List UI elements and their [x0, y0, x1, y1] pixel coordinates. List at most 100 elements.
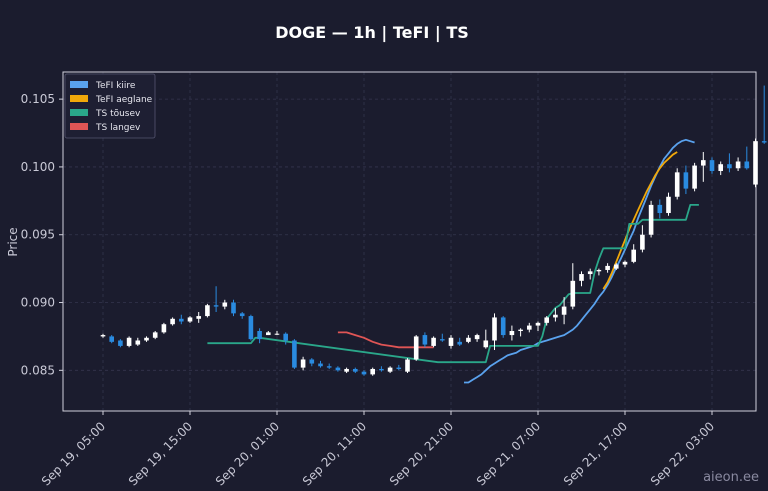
candle: [118, 339, 123, 348]
candle: [448, 335, 454, 349]
candle: [500, 316, 506, 338]
candle: [483, 329, 489, 349]
legend: TeFI kiire TeFI aeglane TS tõusev TS langev: [64, 73, 156, 139]
candle-body: [318, 363, 323, 367]
candle-body: [544, 317, 549, 323]
candle-body: [692, 165, 697, 189]
candle-body: [231, 302, 236, 314]
y-tick-label: 0.100: [21, 160, 55, 174]
candle-body: [466, 337, 471, 342]
candle: [248, 314, 254, 341]
candle-body: [100, 335, 106, 337]
candle: [683, 165, 689, 195]
candle-body: [396, 367, 402, 369]
candle-body: [335, 367, 341, 371]
candle-body: [170, 318, 175, 325]
candle: [161, 322, 167, 334]
candle-body: [118, 340, 123, 346]
candle: [440, 333, 445, 342]
candle: [239, 312, 245, 319]
candle-body: [683, 172, 689, 189]
candle: [527, 322, 532, 333]
y-axis: 0.085 0.090 0.095 0.100 0.105: [21, 92, 63, 377]
candle-body: [161, 324, 167, 333]
legend-swatch: [70, 123, 88, 130]
candle-body: [326, 366, 332, 368]
candle: [727, 153, 732, 173]
plot-frame: [62, 71, 757, 412]
candle: [109, 335, 114, 344]
legend-label: TS langev: [95, 123, 141, 133]
candle: [396, 364, 402, 371]
candle-body: [657, 204, 663, 214]
candle-body: [579, 274, 584, 281]
candle-body: [379, 368, 384, 371]
candle: [761, 85, 767, 144]
candle-body: [239, 313, 245, 317]
candle: [422, 332, 428, 348]
candle-body: [448, 337, 454, 346]
candle-body: [422, 335, 428, 345]
candle: [257, 328, 262, 344]
y-axis-label: Price: [6, 227, 20, 256]
candle: [640, 225, 645, 253]
candle: [405, 358, 410, 374]
candle: [657, 199, 663, 219]
candle-body: [727, 164, 732, 169]
candle-body: [213, 305, 219, 307]
candle-body: [648, 204, 654, 235]
candle: [709, 157, 715, 174]
legend-box: [64, 73, 156, 139]
candle-body: [248, 316, 254, 340]
candle: [135, 337, 141, 346]
candle-body: [631, 249, 636, 262]
candle: [579, 271, 584, 287]
candle-body: [152, 332, 158, 338]
candle: [605, 263, 610, 273]
candle: [518, 328, 523, 337]
candle-body: [413, 336, 419, 360]
legend-label: TeFI kiire: [95, 81, 136, 91]
candle-body: [283, 333, 288, 341]
candle: [509, 325, 515, 341]
candle: [544, 316, 549, 326]
candle-body: [553, 314, 558, 318]
candle: [631, 244, 636, 264]
candle: [553, 307, 558, 322]
candle: [344, 367, 349, 374]
candle: [309, 358, 315, 367]
candle: [179, 314, 184, 325]
candle-body: [561, 306, 567, 315]
series-line: [602, 151, 678, 290]
candle: [596, 268, 602, 276]
candle: [292, 339, 297, 369]
candle-body: [587, 271, 593, 275]
candles: [100, 85, 767, 376]
candle-body: [605, 265, 610, 270]
candle: [744, 146, 750, 170]
legend-label: TeFI aeglane: [95, 95, 153, 105]
candle: [370, 367, 375, 376]
candle-body: [761, 141, 767, 143]
candle-body: [344, 368, 349, 372]
candle: [457, 337, 462, 346]
y-tick-label: 0.095: [21, 228, 55, 242]
candle-body: [570, 280, 576, 307]
candle-body: [144, 337, 149, 341]
candle-body: [440, 339, 445, 341]
candle: [213, 286, 219, 313]
candle-body: [292, 340, 297, 368]
candle: [674, 168, 680, 200]
candle-body: [222, 302, 228, 307]
candle: [144, 336, 149, 342]
candle-body: [709, 160, 715, 171]
candle: [100, 333, 106, 338]
y-tick-label: 0.090: [21, 296, 55, 310]
legend-swatch: [70, 109, 88, 116]
candle: [231, 299, 236, 317]
candle: [431, 336, 436, 348]
candle: [570, 263, 576, 310]
candle-body: [666, 196, 671, 214]
candle: [701, 152, 706, 182]
legend-label: TS tõusev: [95, 109, 141, 119]
